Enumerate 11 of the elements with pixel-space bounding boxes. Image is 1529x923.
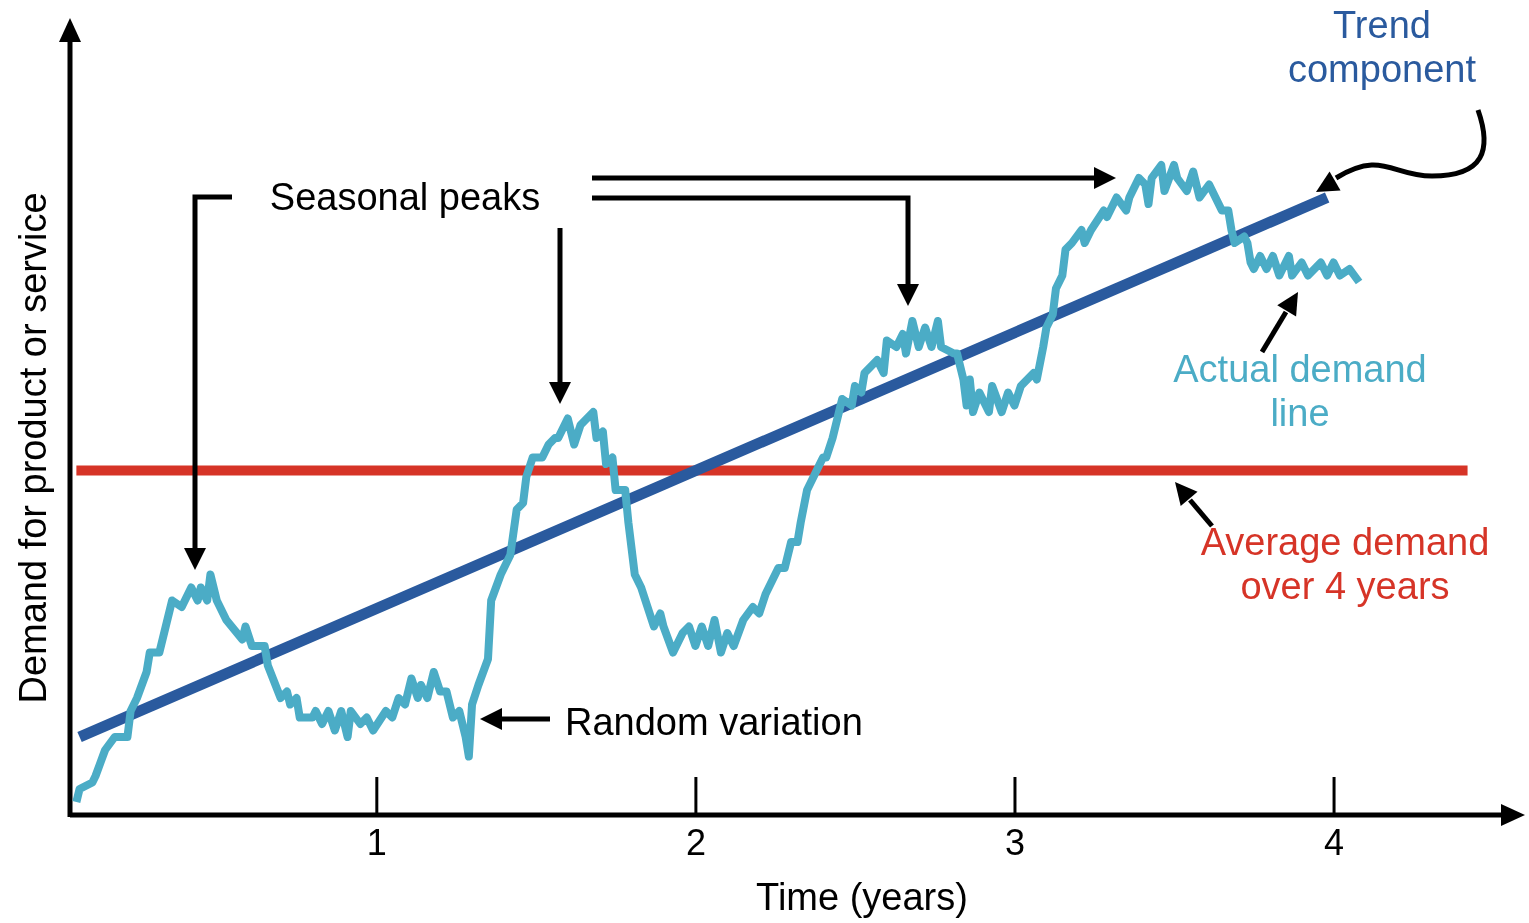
x-tick-label: 4 bbox=[1324, 821, 1345, 863]
x-tick-label: 1 bbox=[366, 821, 387, 863]
annotation: Random variation bbox=[565, 701, 863, 743]
x-tick-label: 3 bbox=[1004, 821, 1025, 863]
x-axis-title: Time (years) bbox=[756, 876, 968, 918]
text: Actual demand line bbox=[1173, 348, 1427, 434]
x-tick-label: 2 bbox=[685, 821, 706, 863]
y-axis-title: Demand for product or service bbox=[12, 192, 54, 704]
text: Trend component bbox=[1287, 4, 1477, 90]
series-label: Average demand over 4 years bbox=[1200, 521, 1490, 607]
annotation: Seasonal peaks bbox=[269, 176, 541, 218]
